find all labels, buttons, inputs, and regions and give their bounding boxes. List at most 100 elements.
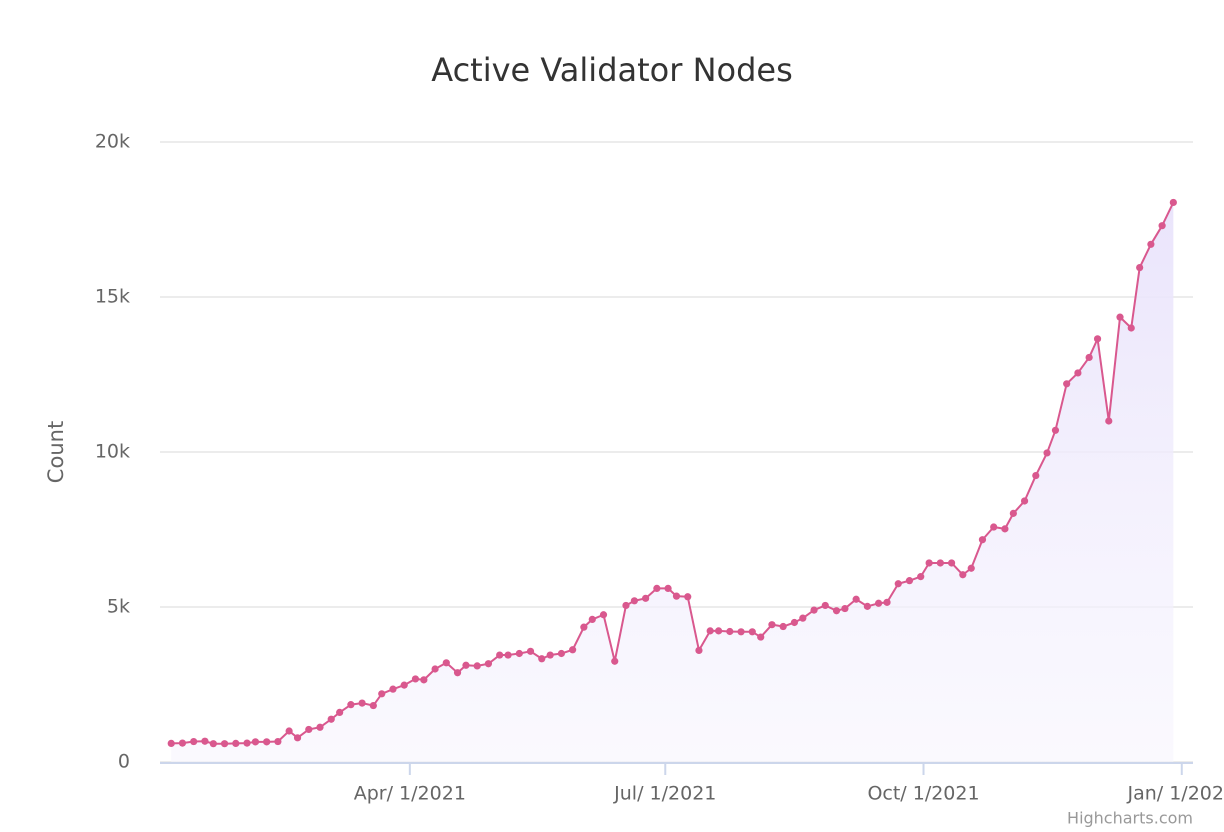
point-marker (580, 623, 588, 631)
point-marker (327, 715, 335, 723)
point-marker (947, 559, 956, 567)
point-marker (653, 584, 661, 593)
point-marker (748, 628, 756, 636)
point-marker (1009, 509, 1017, 517)
point-marker (779, 622, 787, 631)
point-marker (936, 559, 944, 567)
point-marker (305, 725, 313, 734)
point-marker (293, 734, 302, 742)
point-marker (821, 601, 829, 610)
point-marker (715, 627, 723, 635)
point-marker (504, 651, 512, 659)
point-marker (695, 646, 703, 655)
point-marker (599, 611, 608, 619)
point-marker (496, 651, 504, 659)
point-marker (894, 580, 902, 588)
point-marker (1158, 222, 1166, 230)
point-marker (1020, 497, 1029, 505)
point-marker (369, 701, 377, 710)
credits: Highcharts.com (1067, 809, 1193, 828)
point-marker (232, 739, 240, 748)
y-tick-label: 15k (95, 286, 130, 308)
point-marker (484, 660, 493, 668)
point-marker (706, 627, 714, 635)
point-marker (473, 662, 481, 670)
point-marker (209, 740, 217, 748)
area-fill (171, 202, 1174, 762)
point-marker (967, 564, 975, 572)
point-marker (336, 708, 344, 717)
point-marker (883, 598, 891, 606)
point-marker (1001, 525, 1009, 533)
point-marker (285, 727, 293, 735)
point-marker (378, 690, 386, 698)
point-marker (1085, 353, 1093, 362)
point-marker (251, 738, 260, 746)
point-marker (875, 599, 883, 607)
point-marker (462, 661, 470, 669)
point-marker (411, 675, 420, 683)
point-marker (757, 633, 765, 641)
y-tick-label: 20k (95, 131, 130, 153)
point-marker (358, 699, 366, 707)
point-marker (664, 584, 672, 593)
point-marker (959, 571, 967, 579)
point-marker (611, 657, 619, 665)
point-marker (1105, 417, 1113, 425)
point-marker (1169, 198, 1177, 207)
point-marker (726, 627, 734, 636)
point-marker (263, 738, 271, 746)
point-marker (684, 593, 692, 601)
point-marker (1116, 313, 1124, 321)
point-marker (1136, 263, 1144, 272)
y-axis-title: Count (44, 421, 68, 483)
point-marker (1127, 324, 1135, 332)
x-tick-label: Apr/ 1/2021 (354, 783, 466, 805)
y-tick-label: 0 (118, 751, 130, 773)
point-marker (1147, 240, 1155, 248)
point-marker (274, 737, 282, 746)
point-marker (515, 649, 523, 658)
point-marker (737, 628, 745, 636)
point-marker (453, 669, 462, 677)
point-marker (1063, 380, 1071, 388)
point-marker (852, 595, 860, 603)
point-marker (841, 604, 849, 613)
point-marker (905, 577, 914, 585)
point-marker (978, 536, 987, 544)
point-marker (538, 655, 546, 663)
point-marker (672, 592, 681, 600)
point-marker (243, 739, 251, 747)
point-marker (1032, 471, 1040, 480)
point-marker (990, 523, 998, 531)
point-marker (630, 597, 638, 605)
x-tick-label: Jan/ 1/2022 (1126, 783, 1224, 805)
point-marker (917, 573, 925, 581)
chart-title: Active Validator Nodes (431, 51, 793, 89)
point-marker (167, 739, 175, 748)
point-marker (420, 676, 428, 684)
point-marker (400, 681, 408, 689)
point-marker (832, 607, 841, 615)
x-tick-label: Jul/ 1/2021 (613, 783, 716, 805)
point-marker (546, 651, 554, 659)
point-marker (316, 723, 324, 731)
point-marker (863, 602, 871, 610)
point-marker (799, 614, 807, 622)
point-marker (431, 665, 439, 673)
point-marker (347, 701, 355, 709)
point-marker (622, 601, 630, 610)
point-marker (1074, 369, 1082, 377)
point-marker (569, 646, 577, 654)
point-marker (442, 659, 450, 667)
point-marker (810, 606, 818, 614)
y-tick-label: 10k (95, 441, 130, 463)
point-marker (1093, 335, 1102, 343)
point-marker (925, 559, 933, 567)
point-marker (790, 618, 798, 627)
point-marker (557, 649, 566, 658)
y-tick-label: 5k (107, 596, 130, 618)
point-marker (642, 594, 650, 602)
point-marker (588, 615, 596, 624)
